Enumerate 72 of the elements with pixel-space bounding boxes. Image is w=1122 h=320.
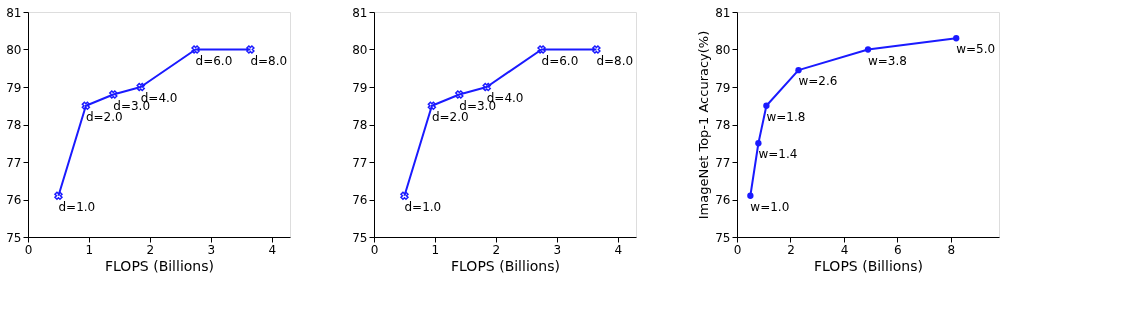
point	[191, 45, 200, 54]
y-tick-label: 78	[715, 118, 731, 132]
annotation: d=6.0	[195, 53, 233, 68]
y-tick-label: 77	[715, 155, 731, 170]
y-tick-label: 75	[715, 230, 731, 245]
y-tick-label: 75	[352, 230, 368, 245]
x-tick-label: 6	[894, 242, 902, 257]
point	[54, 191, 63, 200]
y-tick-label: 81	[6, 5, 22, 20]
point	[795, 66, 802, 74]
annotation: d=2.0	[85, 109, 123, 124]
point	[455, 90, 464, 99]
annotation: w=2.6	[798, 74, 838, 89]
y-tick-label: 81	[352, 5, 368, 20]
y-tick-label: 79	[6, 80, 22, 95]
y-axis-title: ImageNet Top-1 Accuracy(%)	[696, 30, 712, 220]
annotation: d=8.0	[250, 53, 288, 68]
point	[953, 35, 960, 42]
y-tick-label: 80	[6, 43, 22, 57]
y-tick-label: 80	[715, 43, 731, 57]
x-tick-label: 1	[431, 242, 440, 257]
x-tick-label: 3	[207, 242, 216, 257]
x-axis-title: FLOPS (Billions)	[814, 257, 923, 274]
y-tick-label: 77	[352, 155, 368, 170]
point	[109, 90, 118, 99]
point	[763, 102, 770, 109]
y-tick-label: 76	[6, 193, 22, 207]
point	[864, 46, 872, 53]
annotation: d=2.0	[431, 109, 469, 124]
point	[592, 45, 601, 54]
x-tick-label: 0	[733, 242, 742, 257]
annotation: d=1.0	[404, 199, 442, 214]
y-tick-label: 79	[352, 80, 368, 95]
x-tick-label: 3	[553, 242, 562, 257]
point	[400, 191, 409, 200]
annotation: d=1.0	[58, 199, 96, 214]
x-tick-label: 4	[268, 242, 277, 257]
y-tick-label: 76	[352, 193, 368, 207]
y-tick-label: 79	[715, 80, 731, 95]
point	[747, 192, 754, 199]
point	[136, 82, 145, 92]
x-tick-label: 0	[370, 242, 379, 257]
annotation: w=1.4	[758, 147, 798, 162]
x-axis-title: FLOPS (Billions)	[105, 257, 214, 274]
annotation: d=8.0	[596, 53, 634, 68]
x-tick-label: 2	[787, 242, 795, 257]
y-tick-label: 76	[715, 193, 731, 207]
y-tick-label: 80	[352, 43, 368, 57]
point	[427, 101, 437, 110]
x-tick-label: 2	[492, 242, 501, 257]
y-tick-label: 78	[6, 118, 22, 132]
annotation: w=1.0	[750, 199, 790, 214]
x-tick-label: 8	[947, 242, 956, 257]
y-tick-label: 77	[6, 155, 22, 170]
y-tick-label: 75	[6, 230, 22, 245]
annotation: w=1.8	[766, 109, 806, 124]
point	[755, 140, 762, 147]
x-tick-label: 0	[24, 242, 33, 257]
x-tick-label: 2	[146, 242, 155, 257]
annotation: w=5.0	[956, 42, 996, 57]
point	[246, 45, 255, 54]
point	[81, 101, 91, 110]
x-tick-label: 1	[85, 242, 94, 257]
y-tick-label: 81	[715, 5, 731, 20]
x-tick-label: 4	[614, 242, 623, 257]
annotation: w=3.8	[868, 53, 907, 68]
x-axis-title: FLOPS (Billions)	[451, 257, 560, 274]
annotation: d=6.0	[541, 53, 579, 68]
x-tick-label: 4	[840, 242, 849, 257]
point	[537, 45, 546, 54]
y-tick-label: 78	[352, 118, 368, 132]
point	[482, 82, 491, 92]
